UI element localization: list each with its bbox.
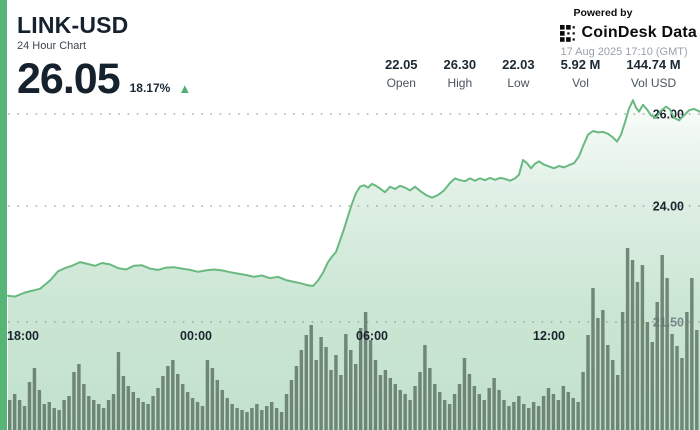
stat-label: Open	[386, 76, 416, 90]
stat-label: Vol USD	[630, 76, 677, 90]
stat-label: Low	[507, 76, 530, 90]
svg-text:00:00: 00:00	[180, 329, 212, 343]
stat-label: High	[447, 76, 473, 90]
stat-value: 26.30	[443, 57, 477, 72]
svg-text:18:00: 18:00	[7, 329, 39, 343]
symbol-title: LINK-USD	[17, 12, 129, 38]
timestamp: 17 Aug 2025 17:10 (GMT)	[560, 46, 688, 58]
chart-subtitle: 24 Hour Chart	[17, 40, 87, 53]
powered-by-label: Powered by	[573, 7, 633, 19]
stat-value: 22.05	[385, 57, 418, 72]
stat-high: 26.30 High	[431, 57, 490, 90]
coindesk-logo-icon	[560, 24, 576, 42]
chart-header: LINK-USD 24 Hour Chart 26.05 18.17% ▲	[17, 13, 191, 101]
stat-value: 144.74 M	[626, 57, 681, 72]
branding-block: Powered by CoinDesk Data 17 Aug 2025 17:…	[560, 7, 697, 58]
brand-name: CoinDesk Data	[581, 24, 697, 41]
svg-text:12:00: 12:00	[533, 329, 565, 343]
left-accent-bar	[0, 0, 7, 430]
up-triangle-icon: ▲	[178, 81, 192, 97]
stat-value: 5.92 M	[560, 57, 601, 72]
stat-low: 22.03 Low	[489, 57, 548, 90]
svg-text:06:00: 06:00	[356, 329, 388, 343]
stat-value: 22.03	[502, 57, 535, 72]
stat-volume: 5.92 M Vol	[548, 57, 614, 90]
change-percent: 18.17%	[129, 81, 171, 96]
stat-open: 22.05 Open	[372, 57, 431, 90]
last-price: 26.05	[17, 55, 121, 104]
svg-text:24.00: 24.00	[653, 200, 684, 214]
stat-volume-usd: 144.74 M Vol USD	[613, 57, 693, 90]
stats-row: 22.05 Open 26.30 High 22.03 Low 5.92 M V…	[372, 57, 694, 90]
stat-label: Vol	[572, 76, 589, 90]
